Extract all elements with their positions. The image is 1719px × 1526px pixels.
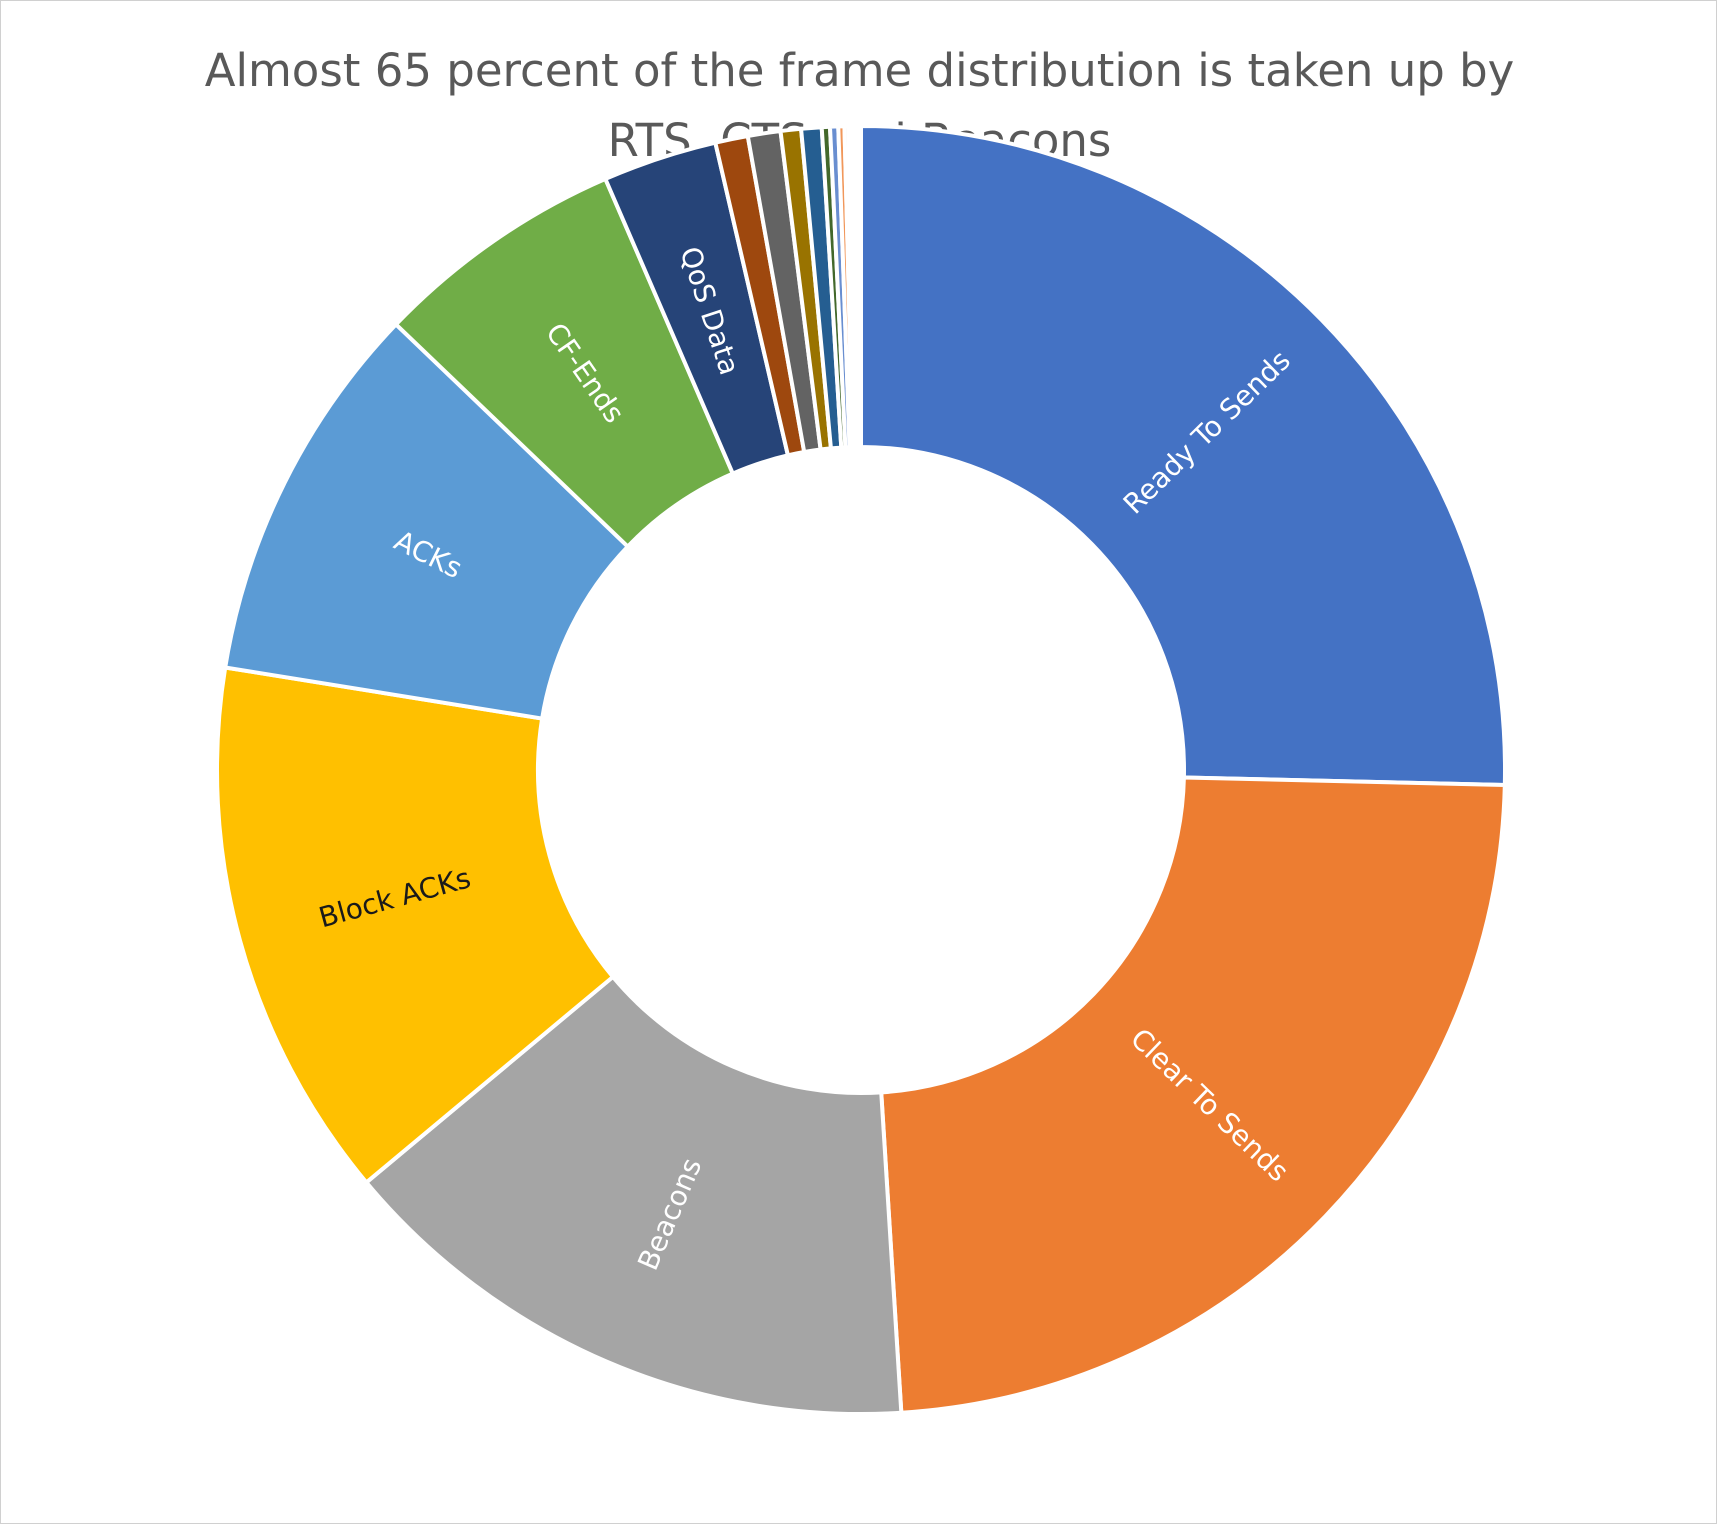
doughnut-slice [859, 124, 1507, 787]
doughnut-slice [214, 665, 615, 1185]
doughnut-slices [214, 123, 1507, 1417]
doughnut-slice [857, 123, 863, 449]
doughnut-slice [223, 322, 630, 721]
chart-title-line-1: Almost 65 percent of the frame distribut… [204, 44, 1515, 97]
doughnut-slice [879, 775, 1507, 1415]
doughnut-slice [364, 974, 904, 1417]
